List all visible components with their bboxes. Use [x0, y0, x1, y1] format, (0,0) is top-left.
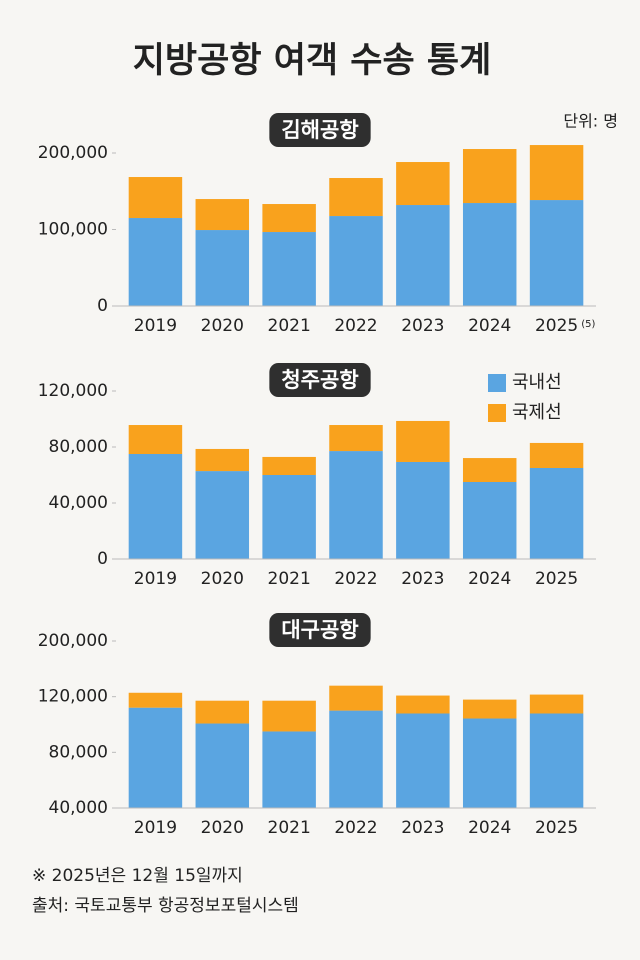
x-tick-label: 2019: [134, 569, 177, 589]
bar-segment: [128, 218, 183, 306]
bar-segment: [262, 232, 316, 306]
x-tick-label: 2021: [268, 316, 311, 336]
chart-title: 대구공항: [281, 618, 358, 642]
y-tick-label: 80,000: [49, 742, 108, 762]
bar-segment: [128, 707, 183, 808]
bar-segment: [329, 425, 383, 452]
y-tick-label: 100,000: [38, 220, 108, 240]
bar-segment: [462, 718, 517, 808]
bar-segment: [462, 203, 517, 306]
x-tick-label: 2019: [134, 818, 177, 838]
bar-segment: [128, 425, 183, 454]
chart-title-background: [269, 363, 371, 397]
bar-segment: [396, 695, 450, 714]
bar-segment: [195, 471, 250, 559]
x-tick-label: 2022: [334, 569, 377, 589]
y-tick-label: 120,000: [38, 381, 108, 401]
bar-segment: [462, 458, 517, 482]
bar-segment: [529, 468, 584, 559]
bar-segment: [529, 694, 584, 714]
y-tick-label: 120,000: [38, 687, 108, 707]
chart-header: 김해공항: [269, 113, 371, 147]
x-tick-label: 2025: [535, 569, 578, 589]
bar-segment: [462, 149, 517, 204]
bar-segment: [329, 451, 383, 559]
bar-segment: [529, 442, 584, 468]
chart-title-background: [269, 613, 371, 647]
x-tick-label: 2022: [334, 818, 377, 838]
bar-segment: [262, 204, 316, 233]
bar-segment: [396, 713, 450, 808]
bar-segment: [262, 731, 316, 808]
bar-segment: [529, 200, 584, 306]
legend-swatch: [488, 374, 506, 392]
x-tick-label: 2022: [334, 316, 377, 336]
bar-segment: [529, 145, 584, 201]
chart-title-background: [269, 113, 371, 147]
x-tick-label: 2025: [535, 316, 578, 336]
source-note: 출처: 국토교통부 항공정보포털시스템: [32, 896, 299, 916]
x-tick-label: 2019: [134, 316, 177, 336]
y-tick-label: 0: [97, 296, 108, 316]
x-tick-label: 2020: [201, 569, 244, 589]
x-tick-label: 2024: [468, 818, 511, 838]
bar-segment: [262, 456, 316, 475]
page-title: 지방공항 여객 수송 통계: [133, 41, 492, 81]
bar-segment: [462, 699, 517, 719]
bar-segment: [396, 162, 450, 206]
y-tick-label: 40,000: [49, 493, 108, 513]
x-tick-label: 2024: [468, 316, 511, 336]
x-tick-label: 2024: [468, 569, 511, 589]
y-tick-label: 40,000: [49, 798, 108, 818]
bar-segment: [329, 685, 383, 711]
x-tick-label: 2025: [535, 818, 578, 838]
chart-header: 청주공항: [269, 363, 371, 397]
bar-segment: [329, 710, 383, 808]
bar-segment: [195, 230, 250, 306]
legend-label: 국제선: [512, 402, 562, 423]
bar-segment: [529, 713, 584, 808]
legend-label: 국내선: [512, 372, 562, 393]
bar-segment: [195, 723, 250, 808]
bar-segment: [396, 461, 450, 559]
bar-segment: [195, 700, 250, 724]
unit-label: 단위: 명: [563, 112, 618, 131]
bar-segment: [195, 448, 250, 472]
y-tick-label: 200,000: [38, 143, 108, 163]
bar-segment: [262, 700, 316, 732]
x-tick-label: 2023: [401, 316, 444, 336]
bar-segment: [329, 216, 383, 306]
bar-segment: [128, 454, 183, 559]
y-tick-label: 0: [97, 549, 108, 569]
bar-segment: [128, 692, 183, 708]
bar-segment: [262, 475, 316, 559]
bar-segment: [128, 177, 183, 219]
chart-header: 대구공항: [269, 613, 371, 647]
bar-segment: [195, 199, 250, 231]
bar-segment: [329, 178, 383, 217]
x-tick-label: 2020: [201, 818, 244, 838]
bar-segment: [396, 205, 450, 306]
x-tick-label: 2020: [201, 316, 244, 336]
bar-segment: [396, 420, 450, 462]
y-tick-label: 200,000: [38, 631, 108, 651]
x-tick-label: 2023: [401, 569, 444, 589]
y-tick-label: 80,000: [49, 437, 108, 457]
chart-title: 청주공항: [281, 368, 358, 392]
chart-title: 김해공항: [281, 118, 358, 142]
legend-swatch: [488, 404, 506, 422]
x-label-annotation: (5): [581, 319, 595, 330]
x-tick-label: 2021: [268, 569, 311, 589]
x-tick-label: 2023: [401, 818, 444, 838]
bar-segment: [462, 482, 517, 559]
footnote: ※ 2025년은 12월 15일까지: [32, 866, 243, 886]
x-tick-label: 2021: [268, 818, 311, 838]
